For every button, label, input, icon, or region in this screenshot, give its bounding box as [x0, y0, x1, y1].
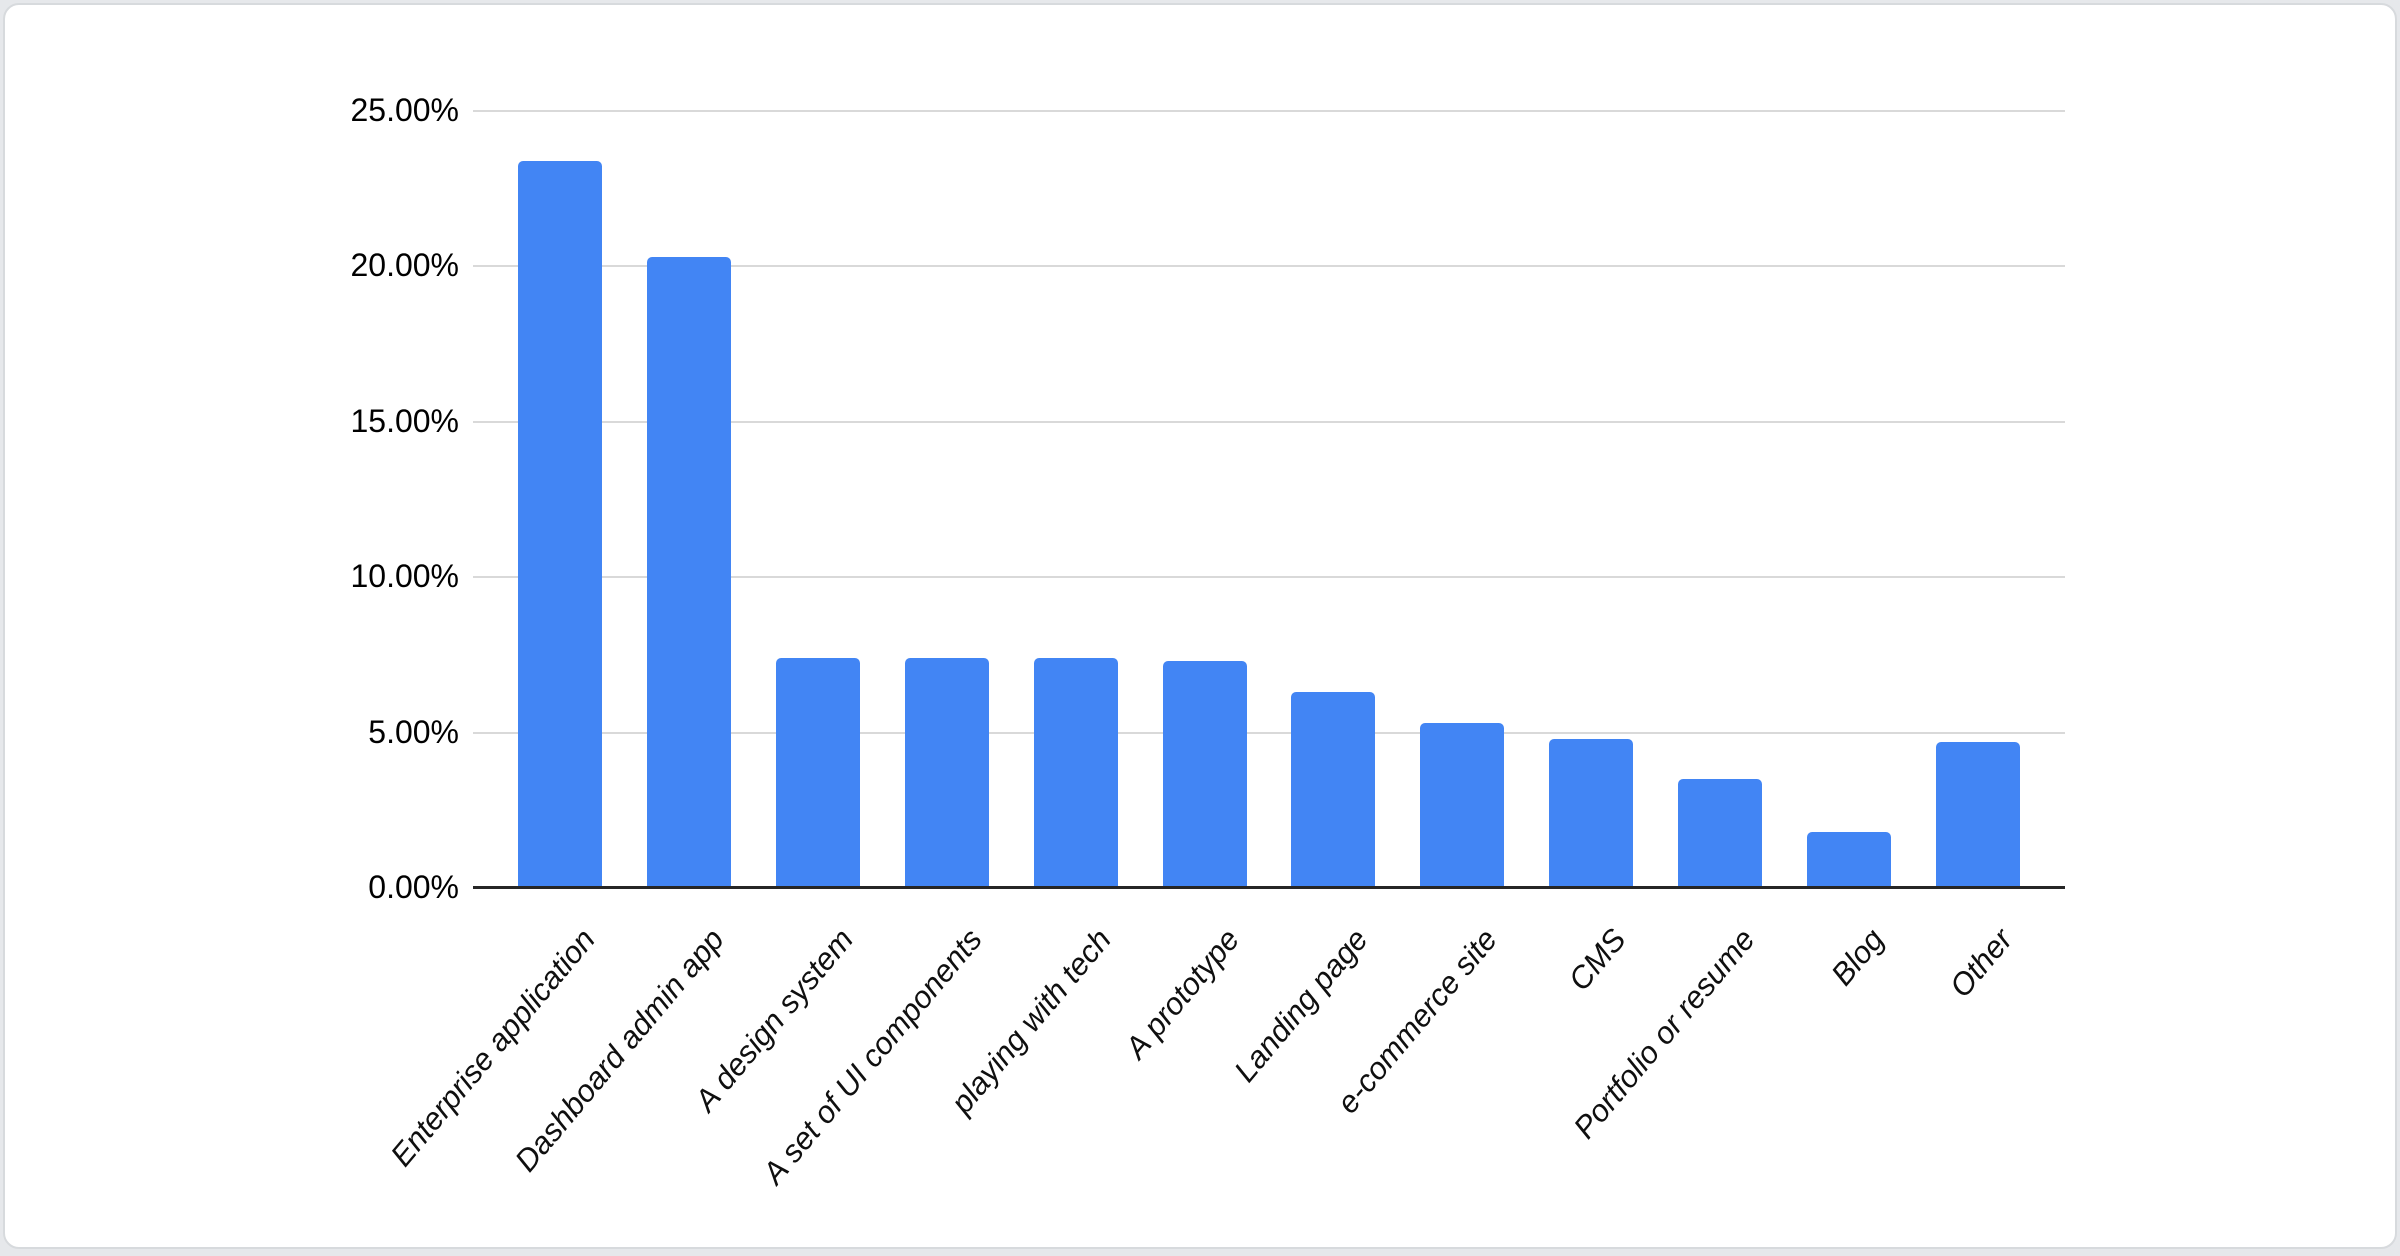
bar[interactable] — [904, 658, 989, 888]
x-axis-category-label: CMS — [1561, 922, 1633, 998]
bar-slot — [1913, 111, 2042, 888]
gridline — [473, 576, 2065, 579]
bar-slot — [1011, 111, 1140, 888]
bar-chart-plot-area: 0.00% 5.00% 10.00% 15.00% 20.00% 25.00% Enter… — [350, 92, 2065, 1190]
gridline — [473, 420, 2065, 423]
y-axis-tick-label: 25.00% — [350, 91, 459, 128]
bar-slot — [882, 111, 1011, 888]
bar[interactable] — [1677, 779, 1762, 888]
y-axis-tick-label: 15.00% — [350, 402, 459, 439]
chart-card[interactable]: 0.00% 5.00% 10.00% 15.00% 20.00% 25.00% Enter… — [3, 3, 2397, 1249]
bar-slot — [1140, 111, 1269, 888]
gridline — [473, 265, 2065, 268]
bar[interactable] — [1162, 661, 1247, 888]
bar-slot — [1527, 111, 1656, 888]
bar-series — [496, 111, 2042, 888]
x-axis-category-label: A prototype — [1118, 922, 1247, 1066]
y-axis-tick-label: 20.00% — [350, 247, 459, 284]
bar-slot — [754, 111, 883, 888]
x-axis-category-label: Landing page — [1227, 922, 1376, 1089]
bar-slot — [1784, 111, 1913, 888]
gridline — [473, 731, 2065, 734]
x-axis-category-label: Blog — [1823, 922, 1891, 993]
y-axis-tick-label: 5.00% — [368, 713, 459, 750]
x-axis-category-label: Other — [1942, 922, 2020, 1004]
bar-slot — [1398, 111, 1527, 888]
gridline — [473, 110, 2065, 112]
bar[interactable] — [518, 160, 603, 888]
bar[interactable] — [1420, 723, 1505, 888]
bar-slot — [1269, 111, 1398, 888]
bar[interactable] — [1033, 658, 1118, 888]
bar-slot — [1655, 111, 1784, 888]
bar-slot — [496, 111, 625, 888]
y-axis-tick-label: 10.00% — [350, 557, 459, 594]
bar[interactable] — [647, 257, 732, 888]
x-axis-baseline — [473, 886, 2065, 889]
bar-slot — [625, 111, 754, 888]
bar[interactable] — [1935, 741, 2020, 888]
bar[interactable] — [1806, 832, 1891, 888]
y-axis-tick-label: 0.00% — [368, 868, 459, 905]
bar[interactable] — [776, 658, 861, 888]
bar[interactable] — [1549, 738, 1634, 888]
bar[interactable] — [1291, 692, 1376, 888]
x-axis-category-label: A set of UI components — [755, 922, 989, 1191]
